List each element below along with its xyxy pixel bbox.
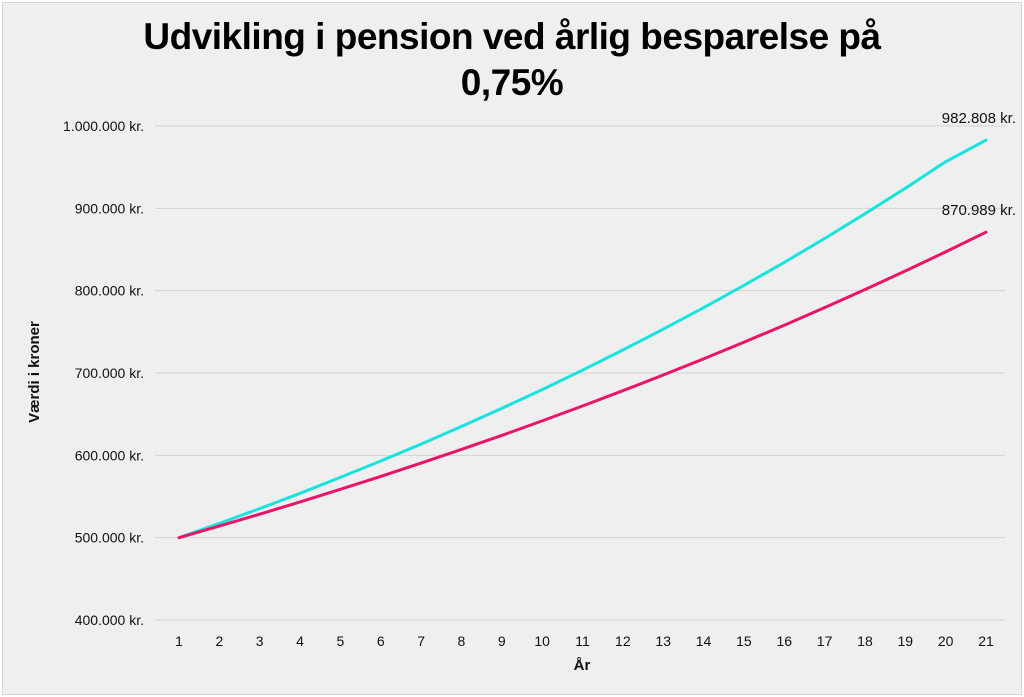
y-tick-labels: 400.000 kr. 500.000 kr. 600.000 kr. 700.000… xyxy=(63,118,144,628)
x-tick-label: 14 xyxy=(696,633,712,649)
x-tick-label: 3 xyxy=(256,633,264,649)
series-line-1 xyxy=(177,138,988,540)
end-value-label-1: 982.808 kr. xyxy=(942,110,1016,127)
y-tick-label: 500.000 kr. xyxy=(75,530,144,546)
x-tick-label: 9 xyxy=(498,633,506,649)
y-tick-label: 400.000 kr. xyxy=(75,612,144,628)
y-tick-label: 700.000 kr. xyxy=(75,365,144,381)
y-tick-label: 600.000 kr. xyxy=(75,447,144,463)
x-tick-label: 12 xyxy=(615,633,631,649)
x-tick-label: 1 xyxy=(175,633,183,649)
x-tick-label: 21 xyxy=(978,633,994,649)
end-value-label-2: 870.989 kr. xyxy=(942,202,1016,219)
x-tick-label: 7 xyxy=(417,633,425,649)
x-tick-label: 10 xyxy=(534,633,550,649)
x-tick-label: 19 xyxy=(898,633,914,649)
series-lines xyxy=(177,138,988,540)
x-tick-label: 20 xyxy=(938,633,954,649)
x-tick-label: 8 xyxy=(458,633,466,649)
x-tick-label: 11 xyxy=(575,633,590,649)
y-axis-label: Værdi i kroner xyxy=(26,321,43,423)
x-axis-label: År xyxy=(574,657,591,674)
y-tick-label: 800.000 kr. xyxy=(75,283,144,299)
chart-title-line-1: Udvikling i pension ved årlig besparelse… xyxy=(143,16,881,57)
x-tick-label: 18 xyxy=(857,633,873,649)
x-tick-label: 13 xyxy=(655,633,671,649)
chart-title: Udvikling i pension ved årlig besparelse… xyxy=(0,14,1024,106)
chart-title-line-2: 0,75% xyxy=(460,62,564,103)
x-tick-label: 6 xyxy=(377,633,385,649)
y-tick-label: 900.000 kr. xyxy=(75,200,144,216)
x-tick-label: 16 xyxy=(776,633,792,649)
y-tick-label: 1.000.000 kr. xyxy=(63,118,144,134)
end-labels: 982.808 kr. 870.989 kr. xyxy=(942,110,1016,219)
x-tick-label: 17 xyxy=(817,633,833,649)
series-line-2 xyxy=(177,230,988,540)
x-tick-labels: 1 2 3 4 5 6 7 8 9 10 11 12 13 14 15 16 17 18 19 20 21 xyxy=(175,633,994,649)
x-tick-label: 5 xyxy=(337,633,345,649)
x-tick-label: 15 xyxy=(736,633,752,649)
x-tick-label: 2 xyxy=(215,633,223,649)
x-tick-label: 4 xyxy=(296,633,304,649)
